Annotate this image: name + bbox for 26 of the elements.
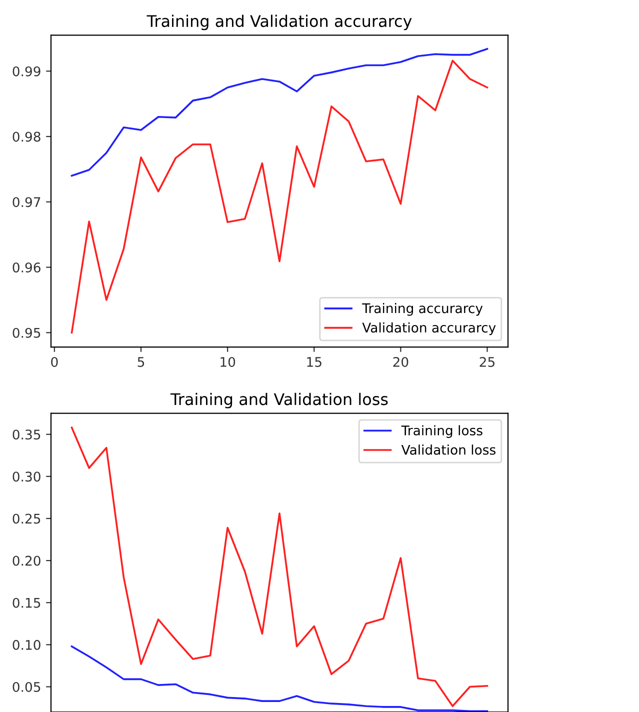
y-tick-label: 0.98	[12, 132, 40, 142]
x-tick-label: 25	[480, 356, 494, 367]
y-tick-label: 0.10	[12, 640, 40, 650]
y-tick-label: 0.20	[12, 556, 40, 566]
x-tick-label: 0	[51, 356, 58, 367]
y-tick-label: 0.30	[12, 472, 40, 482]
y-tick-label: 0.95	[12, 328, 40, 338]
y-tick-label: 0.25	[12, 514, 40, 524]
y-tick-label: 0.96	[12, 262, 40, 272]
x-tick-label: 5	[138, 357, 144, 367]
x-tick-label: 20	[393, 356, 408, 367]
legend-label: Training accurarcy	[362, 303, 483, 316]
y-tick-label: 0.35	[12, 430, 40, 440]
legend-label: Validation accurarcy	[362, 322, 496, 336]
line-series	[70, 48, 488, 177]
legend-label: Validation loss	[401, 444, 496, 455]
y-tick-label: 0.15	[12, 598, 40, 608]
y-tick-label: 0.97	[12, 197, 40, 208]
chart-title: Training and Validation accurarcy	[146, 14, 412, 30]
y-tick-label: 0.05	[12, 682, 40, 692]
legend-label: Training loss	[401, 425, 482, 438]
x-tick-label: 15	[307, 357, 322, 367]
x-tick-label: 10	[220, 356, 236, 367]
chart-title: Training and Validation loss	[170, 392, 388, 408]
line-series	[70, 645, 488, 712]
y-tick-label: 0.99	[12, 66, 40, 76]
